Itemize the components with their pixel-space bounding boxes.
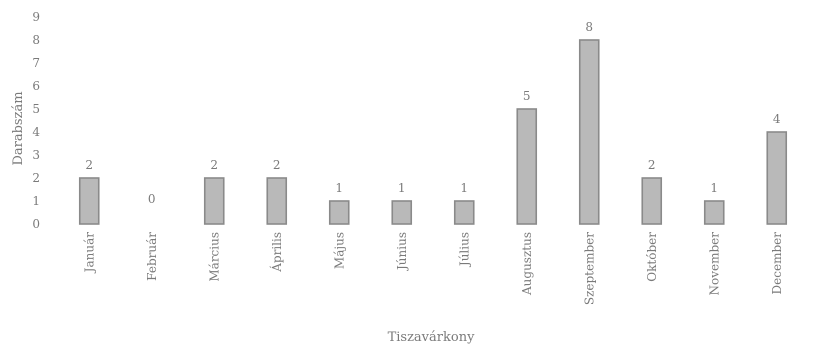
data-label: 2	[85, 158, 93, 172]
bar	[766, 131, 788, 225]
y-tick-label: 3	[32, 148, 40, 162]
bar	[516, 108, 538, 225]
x-tick-label: Július	[457, 232, 471, 268]
data-label: 2	[648, 158, 656, 172]
bar	[641, 177, 663, 225]
bar	[578, 39, 600, 225]
y-axis-ticks: 0 1 2 3 4 5 6 7 8 9	[32, 10, 40, 231]
bar	[78, 177, 100, 225]
x-tick-label: Szeptember	[582, 232, 596, 305]
y-tick-label: 6	[32, 79, 40, 93]
y-tick-label: 5	[32, 102, 40, 116]
data-label: 2	[210, 158, 218, 172]
data-label: 1	[335, 181, 343, 195]
x-tick-label: Június	[395, 232, 409, 272]
data-label: 5	[523, 89, 531, 103]
y-tick-label: 4	[32, 125, 40, 139]
bar-series	[78, 39, 788, 225]
y-tick-label: 0	[32, 217, 40, 231]
x-axis-title: Tiszavárkony	[388, 330, 475, 345]
bar	[391, 200, 413, 225]
x-tick-label: December	[770, 232, 784, 295]
y-tick-label: 9	[32, 10, 40, 24]
data-label: 2	[273, 158, 281, 172]
y-tick-label: 8	[32, 33, 40, 47]
bar	[328, 200, 350, 225]
bar	[266, 177, 288, 225]
x-tick-label: Október	[645, 232, 659, 282]
data-label: 8	[585, 20, 593, 34]
bar	[203, 177, 225, 225]
y-tick-label: 1	[32, 194, 40, 208]
x-tick-label: Augusztus	[520, 232, 534, 296]
x-tick-label: Április	[269, 232, 284, 273]
bar	[453, 200, 475, 225]
data-label: 1	[398, 181, 406, 195]
y-tick-label: 7	[32, 56, 40, 70]
x-tick-label: Március	[207, 232, 221, 282]
x-axis-ticks: Január Február Március Április Május Június Jú…	[82, 232, 784, 305]
x-tick-label: November	[707, 232, 721, 296]
data-label: 1	[460, 181, 468, 195]
y-tick-label: 2	[32, 171, 40, 185]
data-label: 0	[148, 192, 156, 206]
data-labels: 2 0 2 2 1 1 1 5 8 2 1 4	[85, 20, 781, 206]
x-tick-label: Május	[332, 232, 346, 269]
data-label: 1	[710, 181, 718, 195]
x-tick-label: Február	[145, 232, 159, 281]
data-label: 4	[773, 112, 781, 126]
bar	[703, 200, 725, 225]
x-tick-label: Január	[82, 232, 96, 275]
y-axis-title: Darabszám	[11, 91, 26, 165]
